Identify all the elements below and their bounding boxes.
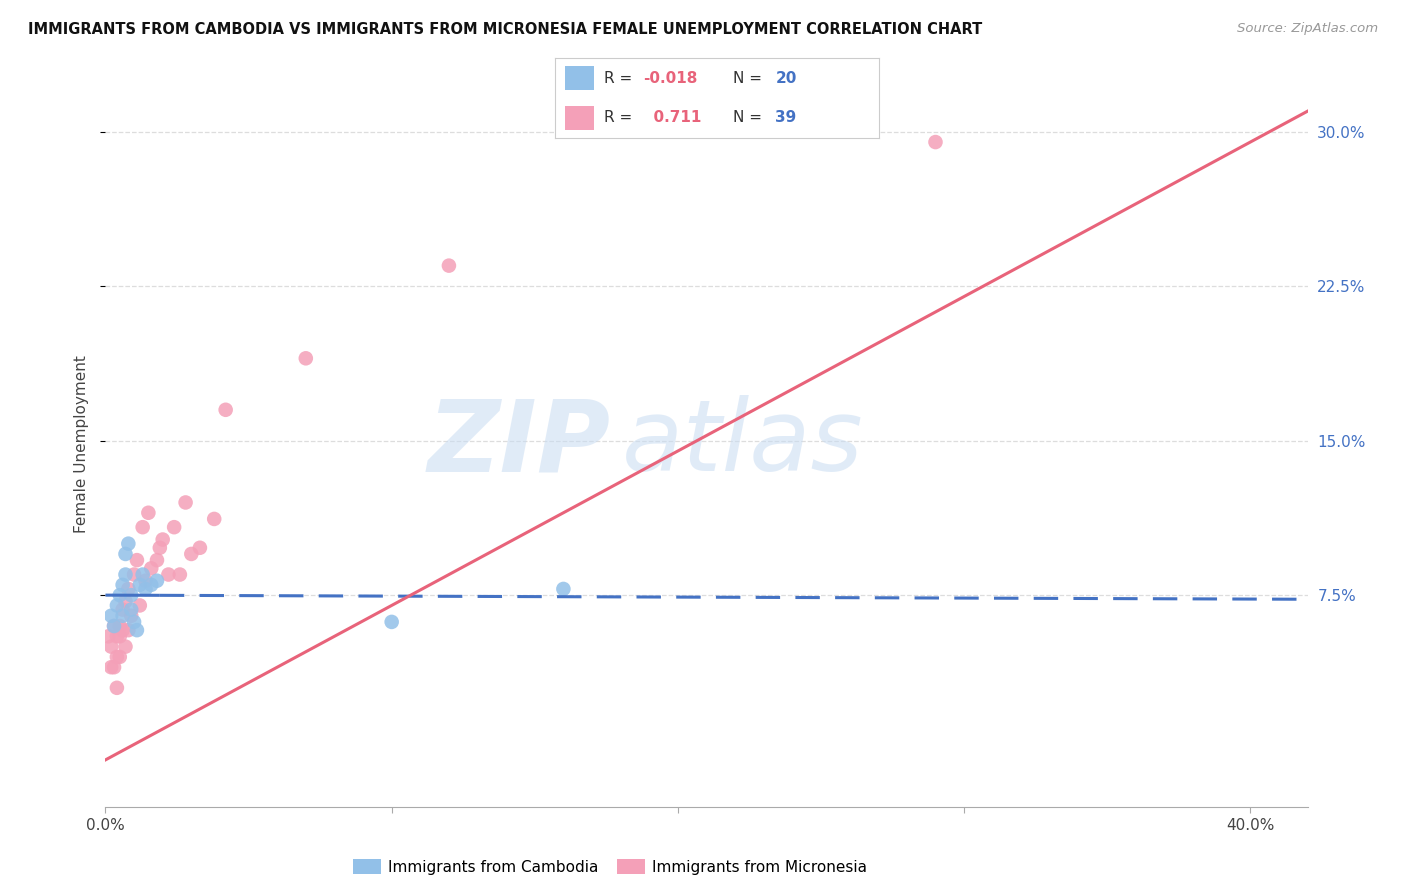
Text: R =: R =: [605, 71, 637, 87]
Point: [111, 608, 134, 623]
Point: [149, 541, 172, 555]
Point: [117, 582, 139, 596]
Legend: Immigrants from Cambodia, Immigrants from Micronesia: Immigrants from Cambodia, Immigrants fro…: [347, 854, 873, 881]
Point: [117, 536, 139, 550]
Point: [103, 619, 125, 633]
Point: [100, 660, 122, 674]
Point: [111, 578, 134, 592]
Text: atlas: atlas: [623, 395, 865, 492]
Point: [105, 681, 128, 695]
FancyBboxPatch shape: [565, 66, 595, 90]
Point: [157, 567, 180, 582]
Point: [117, 623, 139, 637]
Point: [146, 574, 169, 588]
Text: Source: ZipAtlas.com: Source: ZipAtlas.com: [1237, 22, 1378, 36]
Point: [138, 506, 160, 520]
Point: [125, 553, 148, 567]
Point: [553, 582, 575, 596]
Point: [108, 588, 131, 602]
Point: [128, 599, 150, 613]
Text: 0.711: 0.711: [643, 110, 702, 125]
Text: N =: N =: [734, 71, 768, 87]
Point: [120, 608, 142, 623]
Point: [169, 567, 191, 582]
Point: [135, 582, 157, 596]
Point: [122, 567, 145, 582]
Point: [141, 561, 163, 575]
Point: [108, 629, 131, 643]
Point: [108, 649, 131, 664]
Point: [105, 629, 128, 643]
Point: [381, 615, 404, 629]
Point: [105, 599, 128, 613]
Text: ZIP: ZIP: [427, 395, 610, 492]
Point: [122, 615, 145, 629]
Point: [131, 567, 153, 582]
Point: [111, 602, 134, 616]
FancyBboxPatch shape: [565, 106, 595, 130]
Point: [114, 594, 136, 608]
Point: [437, 259, 460, 273]
Point: [214, 402, 236, 417]
Point: [188, 541, 211, 555]
Point: [146, 553, 169, 567]
Text: R =: R =: [605, 110, 637, 125]
Point: [174, 495, 197, 509]
Point: [202, 512, 225, 526]
Text: 20: 20: [775, 71, 797, 87]
Point: [105, 649, 128, 664]
Text: 39: 39: [775, 110, 797, 125]
Point: [111, 623, 134, 637]
Point: [924, 135, 946, 149]
Point: [163, 520, 186, 534]
Point: [103, 619, 125, 633]
Point: [120, 602, 142, 616]
Point: [100, 640, 122, 654]
Point: [108, 619, 131, 633]
Point: [120, 588, 142, 602]
Point: [114, 567, 136, 582]
Text: -0.018: -0.018: [643, 71, 697, 87]
Point: [100, 608, 122, 623]
Point: [295, 351, 318, 366]
Y-axis label: Female Unemployment: Female Unemployment: [75, 355, 90, 533]
Point: [114, 640, 136, 654]
Point: [128, 578, 150, 592]
Point: [103, 660, 125, 674]
Point: [141, 578, 163, 592]
Point: [125, 623, 148, 637]
Point: [152, 533, 174, 547]
Point: [135, 574, 157, 588]
Point: [131, 520, 153, 534]
Text: N =: N =: [734, 110, 768, 125]
Point: [114, 547, 136, 561]
Text: IMMIGRANTS FROM CAMBODIA VS IMMIGRANTS FROM MICRONESIA FEMALE UNEMPLOYMENT CORRE: IMMIGRANTS FROM CAMBODIA VS IMMIGRANTS F…: [28, 22, 983, 37]
Point: [97, 629, 120, 643]
Point: [180, 547, 202, 561]
